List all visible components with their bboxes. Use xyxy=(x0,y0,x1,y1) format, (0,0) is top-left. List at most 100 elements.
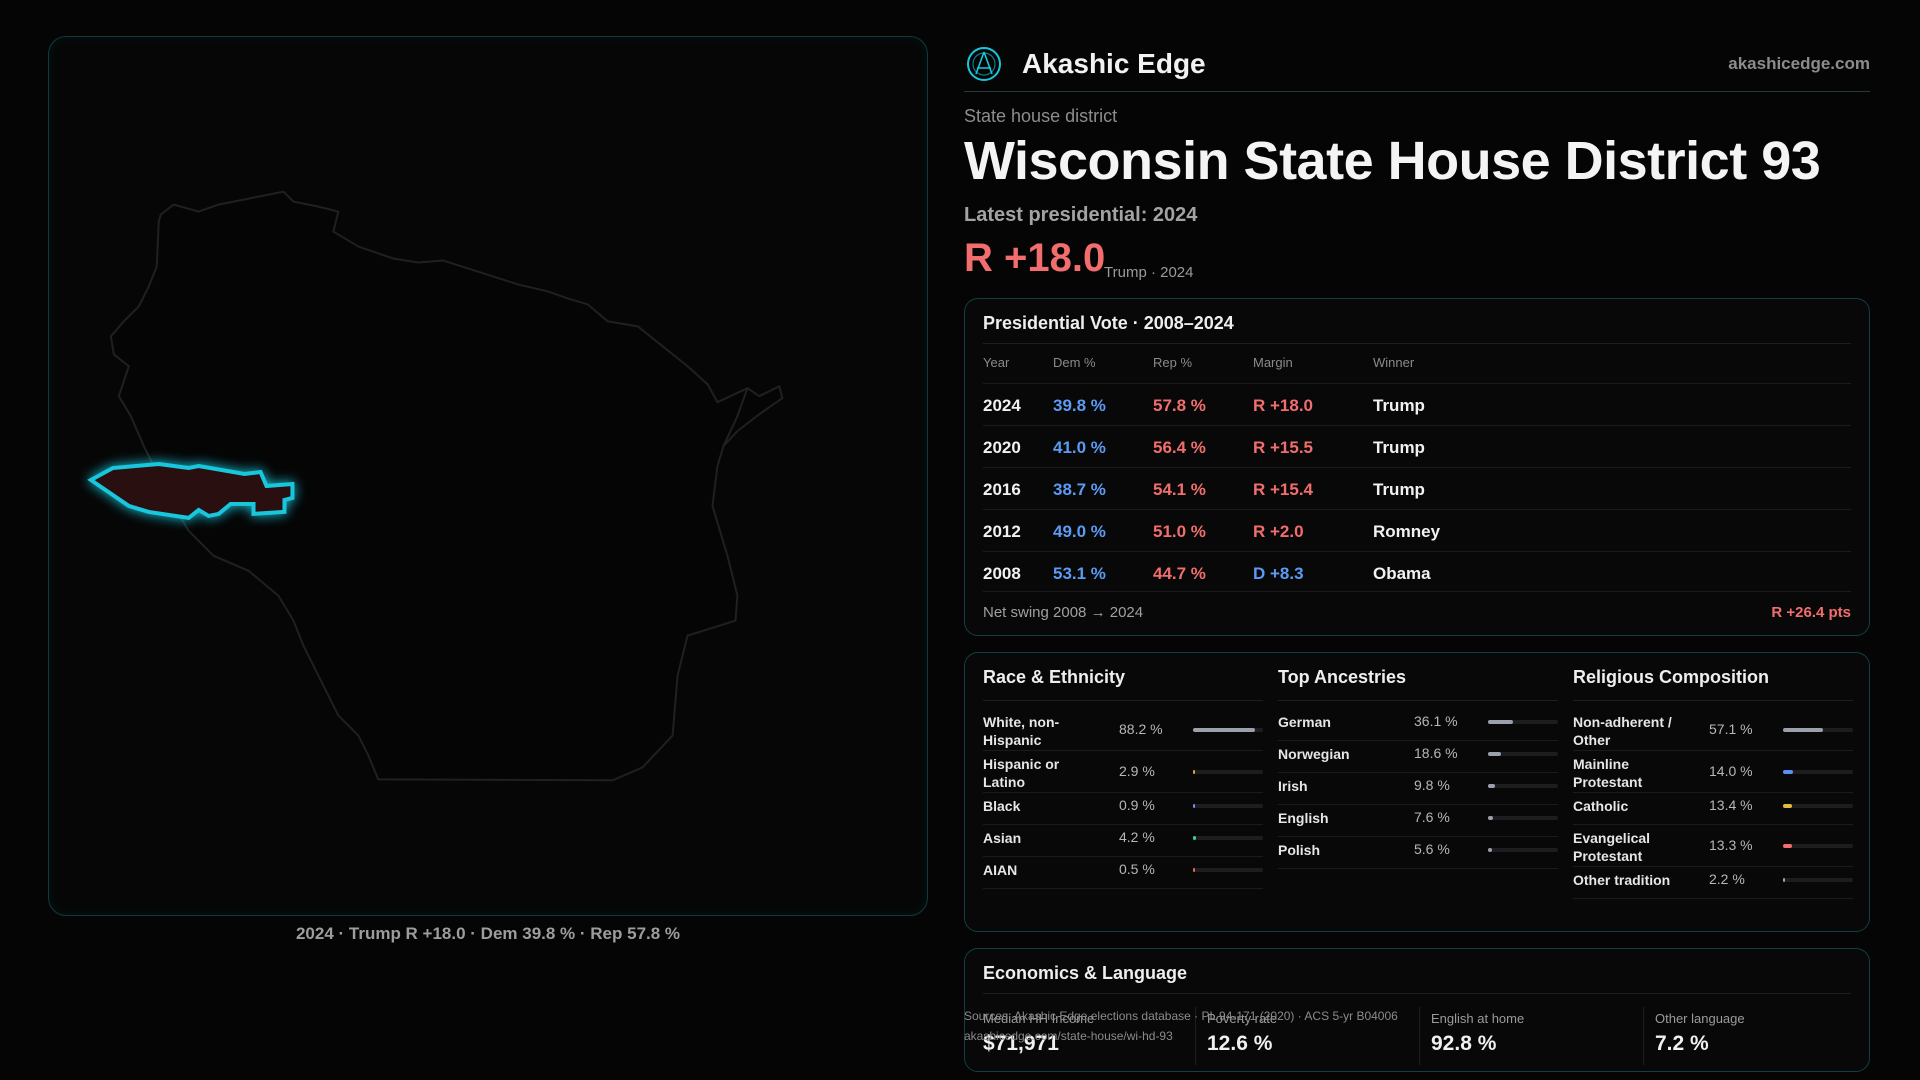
brand-bar: Akashic Edge akashicedge.com xyxy=(964,36,1870,92)
list-item: White, non-Hispanic 88.2 % xyxy=(983,709,1263,751)
percent-bar-fill xyxy=(1783,804,1793,808)
percent-bar-fill xyxy=(1193,770,1196,774)
dem-cell: 53.1 % xyxy=(1053,564,1106,583)
margin-cell: R +15.4 xyxy=(1253,480,1314,499)
list-item: Norwegian 18.6 % xyxy=(1278,741,1558,773)
percent-bar xyxy=(1488,848,1558,852)
item-value: 88.2 % xyxy=(1119,721,1163,737)
winner-cell: Romney xyxy=(1373,522,1441,541)
percent-bar xyxy=(1193,770,1263,774)
divider xyxy=(983,343,1851,344)
item-value: 7.6 % xyxy=(1414,809,1450,825)
percent-bar xyxy=(1783,804,1853,808)
percent-bar xyxy=(1783,728,1853,732)
rep-cell: 54.1 % xyxy=(1153,480,1206,499)
winner-cell: Trump xyxy=(1373,480,1425,499)
item-value: 0.5 % xyxy=(1119,861,1155,877)
list-item: Polish 5.6 % xyxy=(1278,837,1558,869)
list-item: Evangelical Protestant 13.3 % xyxy=(1573,825,1853,867)
margin-cell: R +18.0 xyxy=(1253,396,1314,415)
item-label: Mainline Protestant xyxy=(1573,756,1643,790)
margin-cell: R +15.5 xyxy=(1253,438,1314,457)
stat-tile: Other language 7.2 % xyxy=(1655,1011,1745,1056)
divider xyxy=(1419,1007,1420,1065)
percent-bar-fill xyxy=(1783,770,1793,774)
item-label: Asian xyxy=(983,830,1022,846)
item-value: 18.6 % xyxy=(1414,745,1458,761)
col-margin: Margin xyxy=(1253,355,1293,370)
item-label: Black xyxy=(983,798,1021,814)
percent-bar-fill xyxy=(1488,784,1495,788)
item-value: 2.9 % xyxy=(1119,763,1155,779)
item-value: 13.3 % xyxy=(1709,837,1753,853)
item-value: 9.8 % xyxy=(1414,777,1450,793)
net-swing: Net swing 2008 → 2024 R +26.4 pts xyxy=(983,591,1851,629)
percent-bar xyxy=(1488,720,1558,724)
item-value: 14.0 % xyxy=(1709,763,1753,779)
list-item: Catholic 13.4 % xyxy=(1573,793,1853,825)
year-cell: 2008 xyxy=(983,564,1021,583)
margin-cell: D +8.3 xyxy=(1253,564,1304,583)
col-rep: Rep % xyxy=(1153,355,1193,370)
dem-cell: 39.8 % xyxy=(1053,396,1106,415)
list-item: AIAN 0.5 % xyxy=(983,857,1263,889)
race-title: Race & Ethnicity xyxy=(983,667,1263,701)
percent-bar-fill xyxy=(1488,816,1494,820)
item-value: 36.1 % xyxy=(1414,713,1458,729)
item-value: 0.9 % xyxy=(1119,797,1155,813)
percent-bar-fill xyxy=(1193,836,1196,840)
religion-title: Religious Composition xyxy=(1573,667,1853,701)
year-cell: 2020 xyxy=(983,438,1021,457)
percent-bar xyxy=(1488,816,1558,820)
percent-bar xyxy=(1193,728,1263,732)
col-year: Year xyxy=(983,355,1010,370)
year-cell: 2024 xyxy=(983,396,1021,415)
district-93-shape[interactable] xyxy=(87,462,295,521)
district-type: State house district xyxy=(964,106,1118,126)
year-cell: 2012 xyxy=(983,522,1021,541)
year-cell: 2016 xyxy=(983,480,1021,499)
item-label: Irish xyxy=(1278,778,1308,794)
rep-cell: 56.4 % xyxy=(1153,438,1206,457)
list-item: Mainline Protestant 14.0 % xyxy=(1573,751,1853,793)
door-peninsula xyxy=(722,387,749,447)
item-label: Evangelical Protestant xyxy=(1573,830,1651,864)
item-label: Non-adherent / Other xyxy=(1573,714,1672,748)
latest-margin-detail: Trump · 2024 xyxy=(1104,264,1194,281)
ancestry-title: Top Ancestries xyxy=(1278,667,1558,701)
list-item: English 7.6 % xyxy=(1278,805,1558,837)
percent-bar-fill xyxy=(1783,728,1823,732)
table-header: Year Dem % Rep % Margin Winner xyxy=(983,351,1851,375)
winner-cell: Trump xyxy=(1373,396,1425,415)
brand-name: Akashic Edge xyxy=(1022,47,1206,79)
list-item: Black 0.9 % xyxy=(983,793,1263,825)
list-item: Irish 9.8 % xyxy=(1278,773,1558,805)
item-label: German xyxy=(1278,714,1331,730)
item-value: 4.2 % xyxy=(1119,829,1155,845)
stat-label: Median HH Income xyxy=(983,1011,1095,1026)
percent-bar xyxy=(1488,752,1558,756)
district-map[interactable] xyxy=(48,36,928,916)
sources-url[interactable]: akashicedge.com/state-house/wi-hd-93 xyxy=(964,1029,1173,1043)
akashic-edge-logo-icon xyxy=(967,46,1001,81)
latest-presidential-label: Latest presidential: 2024 xyxy=(964,204,1198,226)
race-ethnicity-section: Race & Ethnicity White, non-Hispanic 88.2… xyxy=(983,667,1263,889)
net-swing-label: Net swing 2008 → 2024 xyxy=(983,604,1144,621)
brand-url[interactable]: akashicedge.com xyxy=(1728,53,1870,73)
percent-bar xyxy=(1193,868,1263,872)
list-item: Other tradition 2.2 % xyxy=(1573,867,1853,899)
dem-cell: 49.0 % xyxy=(1053,522,1106,541)
demographics-card: Race & Ethnicity White, non-Hispanic 88.2… xyxy=(964,652,1870,932)
rep-cell: 51.0 % xyxy=(1153,522,1206,541)
item-value: 5.6 % xyxy=(1414,841,1450,857)
percent-bar xyxy=(1783,878,1853,882)
dem-cell: 38.7 % xyxy=(1053,480,1106,499)
percent-bar xyxy=(1193,804,1263,808)
stat-label: English at home xyxy=(1431,1011,1525,1026)
percent-bar-fill xyxy=(1783,844,1793,848)
percent-bar-fill xyxy=(1488,752,1502,756)
ancestry-section: Top Ancestries German 36.1 % Norwegian 18.6… xyxy=(1278,667,1558,869)
winner-cell: Trump xyxy=(1373,438,1425,457)
item-label: AIAN xyxy=(983,862,1018,878)
percent-bar-fill xyxy=(1783,878,1785,882)
